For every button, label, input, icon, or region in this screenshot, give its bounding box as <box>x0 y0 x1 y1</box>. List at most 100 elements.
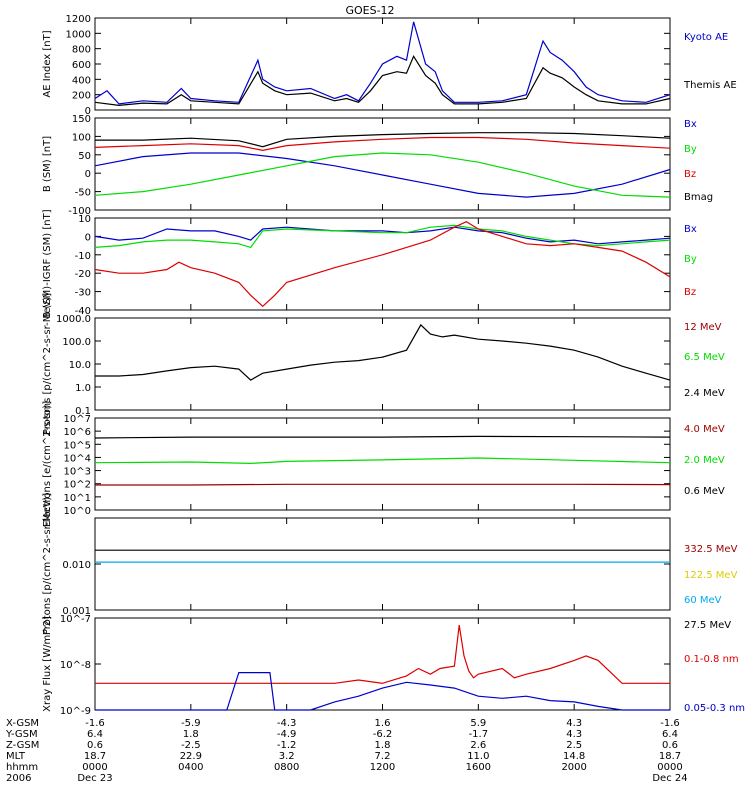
footer-value: 1.8 <box>183 729 199 740</box>
y-axis-label: Protons [p/(cm^2-s-sr-MeV)] <box>42 293 53 435</box>
footer-row-label: Y-GSM <box>5 729 38 740</box>
y-axis-label: Xray Flux [W/m^2] <box>42 616 53 712</box>
y-tick-label: 10^5 <box>64 440 91 451</box>
y-tick-label: 600 <box>72 60 91 71</box>
panel-frame <box>94 117 671 211</box>
y-tick-label: 50 <box>78 151 91 162</box>
footer-value: 1.6 <box>375 718 391 729</box>
series-line-0-6-mev <box>94 435 671 439</box>
y-tick-label: -40 <box>75 306 91 317</box>
legend-entry: Kyoto AE <box>684 32 728 43</box>
footer-value: Dec 24 <box>652 773 687 784</box>
y-tick-label: 100.0 <box>62 337 91 348</box>
footer-value: 2.6 <box>470 740 486 751</box>
y-tick-label: 1.0 <box>75 383 91 394</box>
panel-electrons: 10^0 10^1 10^2 10^3 10^4 10^5 10^6 10^7 Electron… <box>42 401 725 527</box>
y-tick-label: 10^-7 <box>60 614 91 625</box>
footer-value: -2.5 <box>181 740 201 751</box>
legend-entry: Themis AE <box>683 80 737 91</box>
legend-entry: By <box>684 144 697 155</box>
panel-frame <box>94 317 671 411</box>
footer-value: 2000 <box>561 762 586 773</box>
legend-entry: Bz <box>684 169 696 180</box>
footer-value: -1.6 <box>85 718 105 729</box>
footer-value: 0800 <box>274 762 299 773</box>
y-tick-label: 800 <box>72 45 91 56</box>
y-tick-label: 0 <box>85 106 91 117</box>
footer-value: 1600 <box>466 762 491 773</box>
y-tick-label: -10 <box>75 251 91 262</box>
footer-value: 5.9 <box>470 718 486 729</box>
footer-row-label: Z-GSM <box>6 740 39 751</box>
footer-value: -4.3 <box>277 718 297 729</box>
y-axis-label: B (SM) [nT] <box>42 136 53 192</box>
footer-value: 0400 <box>178 762 203 773</box>
legend-entry: 0.1-0.8 nm <box>684 654 739 665</box>
series-line-bmag <box>95 132 671 148</box>
legend-entry: 332.5 MeV <box>684 544 738 555</box>
y-tick-label: 10^1 <box>64 493 91 504</box>
footer-value: 0000 <box>657 762 682 773</box>
y-tick-label: -30 <box>75 288 91 299</box>
y-tick-label: 10^2 <box>64 480 91 491</box>
y-tick-label: 10^4 <box>64 453 91 464</box>
series-line-0-05-0-3-nm <box>95 671 670 711</box>
footer-value: 3.2 <box>279 751 295 762</box>
y-tick-label: 10^6 <box>64 427 91 438</box>
legend-entry: By <box>684 254 697 265</box>
footer-value: 18.7 <box>659 751 681 762</box>
series-line-by <box>94 152 671 198</box>
footer-value: 4.3 <box>566 718 582 729</box>
legend-entry: 60 MeV <box>684 595 722 606</box>
panel-protons2: 0.001 0.010 Protons [p/(cm^2-s-sr-MeV)] 332… <box>42 493 738 635</box>
chart-title: GOES-12 <box>345 4 394 17</box>
y-tick-label: 1000 <box>66 29 91 40</box>
y-tick-label: 10^0 <box>64 506 91 517</box>
y-tick-label: 0 <box>85 169 91 180</box>
footer-value: 6.4 <box>87 729 103 740</box>
y-tick-label: 0 <box>85 232 91 243</box>
series-line-4-0-mev <box>95 483 671 486</box>
y-tick-label: 0.1 <box>75 406 91 417</box>
legend-entry: 12 MeV <box>684 322 722 333</box>
footer-value: -1.7 <box>469 729 489 740</box>
footer-value: 0.6 <box>87 740 103 751</box>
footer-value: 18.7 <box>84 751 106 762</box>
legend-entry: 4.0 MeV <box>684 424 725 435</box>
y-tick-label: -50 <box>75 188 91 199</box>
y-tick-label: 200 <box>72 91 91 102</box>
y-tick-label: 10^-8 <box>60 660 91 671</box>
y-tick-label: 1200 <box>66 14 91 25</box>
panel-frame <box>94 617 671 711</box>
legend-entry: Bz <box>684 287 696 298</box>
y-tick-label: 0.010 <box>62 560 91 571</box>
legend-entry: 27.5 MeV <box>684 620 731 631</box>
footer-value: 4.3 <box>566 729 582 740</box>
footer-row-label: MLT <box>6 751 26 762</box>
series-line-bz <box>94 221 671 308</box>
panel-ae: 0 200 400 600 800 1000 1200 AE Index [nT] Kyoto … <box>42 14 737 117</box>
y-axis-label: Electrons [e/(cm^2-s-sr)] <box>42 401 53 527</box>
series-line-by <box>94 224 671 249</box>
footer-row-label: hhmm <box>6 762 38 773</box>
legend-entry: Bx <box>684 224 697 235</box>
legend-entry: 122.5 MeV <box>684 570 738 581</box>
y-axis-label: B (SM)-IGRF (SM) [nT] <box>42 209 53 318</box>
legend-entry: 0.6 MeV <box>684 486 725 497</box>
footer-value: 0.6 <box>662 740 678 751</box>
legend-entry: 2.4 MeV <box>684 388 725 399</box>
panel-frame <box>94 517 671 611</box>
panel-frame <box>94 417 671 511</box>
y-tick-label: 150 <box>72 114 91 125</box>
footer-value: 1.8 <box>375 740 391 751</box>
footer-value: 14.8 <box>563 751 585 762</box>
series-line-bx <box>94 226 671 245</box>
legend-entry: Bmag <box>684 192 713 203</box>
footer-value: -1.6 <box>660 718 680 729</box>
y-tick-label: -20 <box>75 269 91 280</box>
footer-value: 7.2 <box>375 751 391 762</box>
panel-frame <box>94 217 671 311</box>
